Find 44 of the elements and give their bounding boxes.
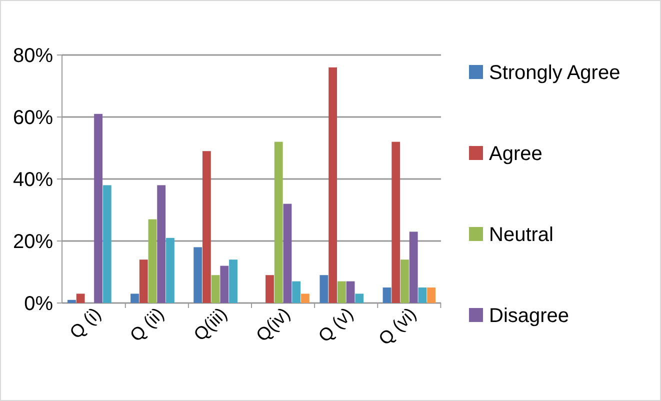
bar — [283, 204, 292, 303]
bar — [300, 294, 310, 303]
x-tick-label: Q (ii) — [126, 304, 168, 346]
legend-label: Disagree — [489, 305, 570, 327]
y-tick-label: 40% — [12, 169, 54, 191]
bar — [274, 142, 283, 303]
x-tick-label: Q (v) — [314, 304, 357, 346]
y-tick-label: 0% — [24, 293, 54, 315]
bar — [292, 281, 301, 303]
bar — [130, 294, 139, 303]
bar — [346, 281, 355, 303]
bar — [337, 281, 346, 303]
bar — [211, 275, 220, 303]
bar — [418, 288, 427, 303]
bar — [328, 67, 338, 303]
bar — [355, 294, 364, 303]
bar — [229, 260, 238, 303]
bar — [194, 247, 202, 303]
x-tick-label: Q (vi) — [374, 304, 420, 349]
y-tick-label: 20% — [12, 231, 54, 253]
bar — [392, 142, 400, 303]
bar — [76, 294, 85, 303]
bar — [266, 275, 274, 303]
y-tick-label: 60% — [12, 107, 54, 129]
x-tick-label: Q (i) — [66, 304, 105, 343]
legend-label: Agree — [489, 143, 542, 165]
bar — [400, 260, 409, 303]
bar — [382, 288, 392, 303]
bar — [148, 219, 157, 303]
bar — [139, 260, 148, 303]
legend-label: Neutral — [489, 224, 554, 246]
legend-label: Strongly Agree — [489, 62, 620, 84]
bar — [166, 238, 174, 303]
bar — [94, 114, 102, 303]
bar — [67, 300, 76, 303]
y-tick-label: 80% — [12, 45, 54, 67]
bar — [427, 288, 436, 303]
x-tick-label: Q(iii) — [190, 304, 231, 345]
bar — [409, 232, 418, 303]
bar — [220, 266, 229, 303]
bar — [202, 151, 211, 303]
bar — [157, 185, 166, 303]
bar — [102, 185, 112, 303]
bar — [320, 275, 328, 303]
